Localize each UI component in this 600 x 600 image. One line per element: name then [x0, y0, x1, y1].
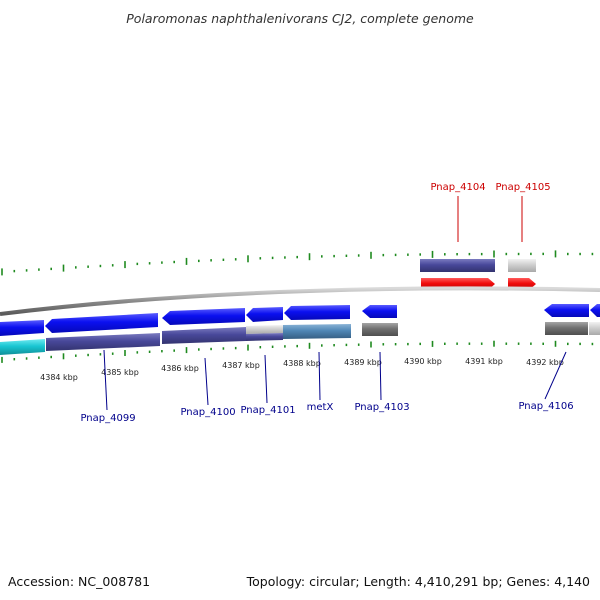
feature-block-pnap-4106[interactable]	[545, 322, 588, 335]
leader-line-metx	[318, 351, 321, 401]
cds-arrow-pnap-4106[interactable]	[544, 304, 589, 317]
label-leader-lines	[103, 196, 567, 411]
feature-block-pnap-4101-top[interactable]	[246, 325, 283, 334]
accession-text: Accession: NC_008781	[8, 574, 150, 589]
feature-block-pnap-4099[interactable]	[46, 333, 160, 351]
leader-line-pnap-4103	[379, 351, 382, 401]
reverse-feature-track	[420, 259, 536, 290]
genome-backbone	[0, 286, 600, 316]
ruler-label: 4385 kbp	[101, 368, 139, 377]
ruler-label: 4388 kbp	[283, 359, 321, 368]
gene-label-pnap-4106[interactable]: Pnap_4106	[518, 401, 573, 412]
feature-block-pnap-4101-bottom[interactable]	[246, 333, 283, 341]
leader-line-pnap-4099	[103, 349, 108, 411]
gc-skew-track	[1, 250, 594, 363]
gene-label-pnap-4099[interactable]: Pnap_4099	[80, 413, 135, 424]
feature-block-pnap-4100[interactable]	[162, 327, 246, 344]
gene-labels: Pnap_4099 Pnap_4100 Pnap_4101 metX Pnap_…	[80, 182, 573, 424]
ruler-label: 4386 kbp	[161, 364, 199, 373]
forward-feature-track	[0, 322, 600, 355]
gene-label-pnap-4100[interactable]: Pnap_4100	[180, 407, 235, 418]
feature-block-pnap-4104[interactable]	[420, 259, 495, 272]
gene-label-metx[interactable]: metX	[307, 402, 334, 413]
gene-label-pnap-4104[interactable]: Pnap_4104	[430, 182, 485, 193]
cds-arrow-pnap-4103[interactable]	[362, 305, 397, 318]
cds-arrow-pnap-4100[interactable]	[162, 308, 245, 325]
gene-label-pnap-4105[interactable]: Pnap_4105	[495, 182, 550, 193]
feature-block-metx[interactable]	[283, 324, 351, 339]
map-title: Polaromonas naphthalenivorans CJ2, compl…	[126, 11, 474, 26]
feature-block-pnap-4105[interactable]	[508, 259, 536, 272]
leader-line-pnap-4101	[264, 354, 268, 404]
cds-arrow-pnap-4101[interactable]	[246, 307, 283, 322]
cds-arrow-right-edge[interactable]	[590, 304, 600, 317]
gene-label-pnap-4101[interactable]: Pnap_4101	[240, 405, 295, 416]
feature-block-pnap-4103[interactable]	[362, 323, 398, 336]
position-ruler: 4384 kbp 4385 kbp 4386 kbp 4387 kbp 4388…	[40, 357, 564, 382]
ruler-label: 4390 kbp	[404, 357, 442, 366]
feature-block-cyan[interactable]	[0, 339, 45, 355]
forward-cds-track	[0, 304, 600, 336]
ruler-label: 4391 kbp	[465, 357, 503, 366]
ruler-label: 4392 kbp	[526, 358, 564, 367]
ruler-label: 4384 kbp	[40, 373, 78, 382]
gene-label-pnap-4103[interactable]: Pnap_4103	[354, 402, 409, 413]
leader-line-pnap-4106	[544, 351, 567, 400]
ruler-label: 4389 kbp	[344, 358, 382, 367]
ruler-label: 4387 kbp	[222, 361, 260, 370]
cds-arrow-pnap-4099[interactable]	[45, 313, 158, 333]
feature-block-right-edge[interactable]	[589, 322, 600, 335]
cds-arrow-left-edge[interactable]	[0, 320, 44, 336]
cds-arrow-metx[interactable]	[284, 305, 350, 320]
leader-line-pnap-4100	[204, 357, 209, 406]
genome-summary-text: Topology: circular; Length: 4,410,291 bp…	[246, 574, 590, 589]
